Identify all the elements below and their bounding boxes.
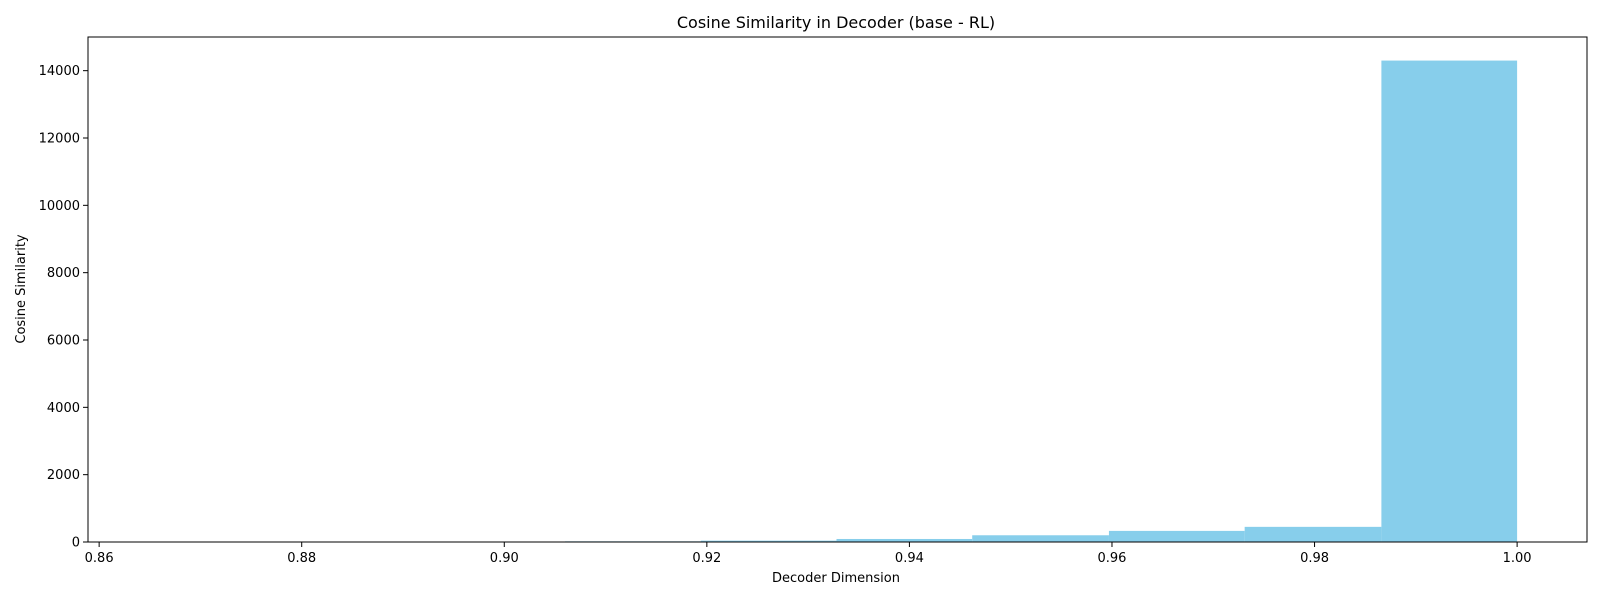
y-tick-label: 4000 — [47, 401, 80, 416]
x-axis-ticks: 0.86 0.88 0.90 0.92 0.94 0.96 0.98 1.00 — [85, 542, 1532, 566]
y-tick-label: 12000 — [39, 132, 80, 147]
y-axis-label: Cosine Similarity — [14, 234, 29, 344]
y-tick-label: 0 — [72, 536, 80, 551]
x-tick-label: 0.98 — [1300, 551, 1329, 566]
bars-group — [156, 61, 1517, 542]
y-tick-label: 6000 — [47, 334, 80, 349]
x-tick-label: 0.94 — [895, 551, 924, 566]
x-tick-label: 0.96 — [1098, 551, 1127, 566]
x-tick-label: 0.86 — [85, 551, 114, 566]
histogram-bar — [1381, 61, 1517, 542]
plot-frame — [88, 37, 1587, 542]
y-tick-label: 8000 — [47, 266, 80, 281]
x-tick-label: 0.88 — [287, 551, 316, 566]
y-tick-label: 2000 — [47, 468, 80, 483]
histogram-bar — [1245, 527, 1382, 542]
y-axis-ticks: 0 2000 4000 6000 8000 10000 12000 14000 — [39, 64, 88, 550]
histogram-bar — [972, 535, 1109, 542]
histogram-bar — [1109, 531, 1245, 542]
y-tick-label: 14000 — [39, 64, 80, 79]
x-tick-label: 0.92 — [692, 551, 721, 566]
x-tick-label: 0.90 — [490, 551, 519, 566]
y-tick-label: 10000 — [39, 199, 80, 214]
x-axis-label: Decoder Dimension — [772, 571, 900, 586]
chart-title: Cosine Similarity in Decoder (base - RL) — [677, 13, 995, 32]
x-tick-label: 1.00 — [1503, 551, 1532, 566]
